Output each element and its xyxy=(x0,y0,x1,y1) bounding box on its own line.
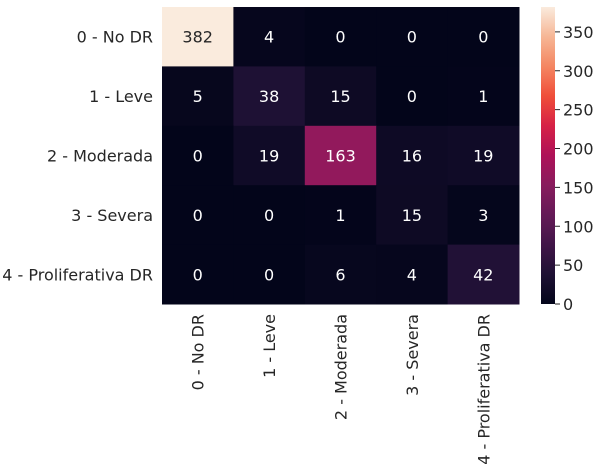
colorbar-tick-label: 0 xyxy=(563,295,573,314)
colorbar-tick-label: 300 xyxy=(563,62,594,81)
cell-value-label: 5 xyxy=(193,87,203,106)
x-tick-label: 3 - Severa xyxy=(403,314,422,396)
cell-value-label: 15 xyxy=(330,87,350,106)
heatmap-cell xyxy=(233,185,306,246)
heatmap-cell xyxy=(376,125,449,186)
colorbar-tick-label: 50 xyxy=(563,256,583,275)
cell-value-label: 4 xyxy=(407,265,417,284)
x-tick-label: 2 - Moderada xyxy=(332,314,351,420)
cell-value-label: 3 xyxy=(478,206,488,225)
heatmap-cell xyxy=(162,7,234,67)
heatmap-cell xyxy=(304,244,377,305)
cell-value-label: 1 xyxy=(478,87,488,106)
cell-value-label: 42 xyxy=(473,265,493,284)
heatmap-cell xyxy=(376,244,449,305)
cell-value-label: 16 xyxy=(402,147,422,166)
colorbar xyxy=(541,7,555,304)
heatmap-cell xyxy=(162,125,234,186)
y-tick-labels: 0 - No DR 1 - Leve 2 - Moderada 3 - Severa 4… xyxy=(2,28,153,285)
cell-value-label: 38 xyxy=(259,87,279,106)
heatmap-cell xyxy=(447,185,520,246)
heatmap-cell xyxy=(162,185,234,246)
heatmap-cell xyxy=(447,66,520,127)
y-tick-label: 2 - Moderada xyxy=(47,147,153,166)
colorbar-ticks: 0 50 100 150 200 250 300 350 xyxy=(555,23,594,314)
cell-value-label: 19 xyxy=(473,147,493,166)
cell-value-label: 0 xyxy=(478,28,488,47)
colorbar-tick-label: 350 xyxy=(563,23,594,42)
heatmap-cell xyxy=(304,7,377,67)
cell-value-label: 15 xyxy=(402,206,422,225)
colorbar-tick-label: 100 xyxy=(563,217,594,236)
heatmap-cell xyxy=(304,185,377,246)
cell-value-label: 0 xyxy=(193,147,203,166)
cell-value-label: 0 xyxy=(407,28,417,47)
cell-value-label: 1 xyxy=(335,206,345,225)
heatmap-cell xyxy=(447,7,520,67)
cell-value-label: 6 xyxy=(335,265,345,284)
heatmap-cell xyxy=(162,244,234,305)
heatmap-cells xyxy=(162,7,520,305)
heatmap-cell xyxy=(376,185,449,246)
heatmap-cell xyxy=(376,7,449,67)
colorbar-tick-label: 250 xyxy=(563,101,594,120)
cell-value-label: 0 xyxy=(193,206,203,225)
x-tick-label: 1 - Leve xyxy=(260,314,279,378)
heatmap-cell xyxy=(233,125,306,186)
x-tick-label: 0 - No DR xyxy=(189,314,208,390)
cell-value-label: 382 xyxy=(182,28,213,47)
cell-value-label: 4 xyxy=(264,28,274,47)
cell-value-label: 0 xyxy=(264,206,274,225)
cell-value-label: 0 xyxy=(335,28,345,47)
colorbar-tick-label: 150 xyxy=(563,178,594,197)
heatmap-cell xyxy=(447,125,520,186)
y-tick-label: 1 - Leve xyxy=(89,87,153,106)
x-tick-label: 4 - Proliferativa DR xyxy=(474,314,493,465)
cell-value-label: 19 xyxy=(259,147,279,166)
heatmap-cell xyxy=(376,66,449,127)
cell-value-label: 0 xyxy=(193,265,203,284)
x-tick-labels: 0 - No DR 1 - Leve 2 - Moderada 3 - Severa 4… xyxy=(189,314,494,465)
heatmap-cell xyxy=(447,244,520,305)
heatmap-cell xyxy=(304,66,377,127)
heatmap-cell xyxy=(233,7,306,67)
heatmap-cell xyxy=(233,244,306,305)
heatmap-cell xyxy=(162,66,234,127)
cell-value-label: 163 xyxy=(325,147,356,166)
y-tick-label: 3 - Severa xyxy=(71,206,153,225)
cell-value-label: 0 xyxy=(264,265,274,284)
y-tick-label: 4 - Proliferativa DR xyxy=(2,265,153,284)
heatmap-cell xyxy=(233,66,306,127)
cell-value-label: 0 xyxy=(407,87,417,106)
heatmap-cell xyxy=(304,125,377,186)
heatmap-cell-labels: 382 4 0 0 0 5 38 15 0 1 0 19 163 16 19 0 0 1 15 3 0 0 6 4 42 xyxy=(182,28,493,285)
colorbar-tick-label: 200 xyxy=(563,140,594,159)
y-tick-label: 0 - No DR xyxy=(77,28,153,47)
